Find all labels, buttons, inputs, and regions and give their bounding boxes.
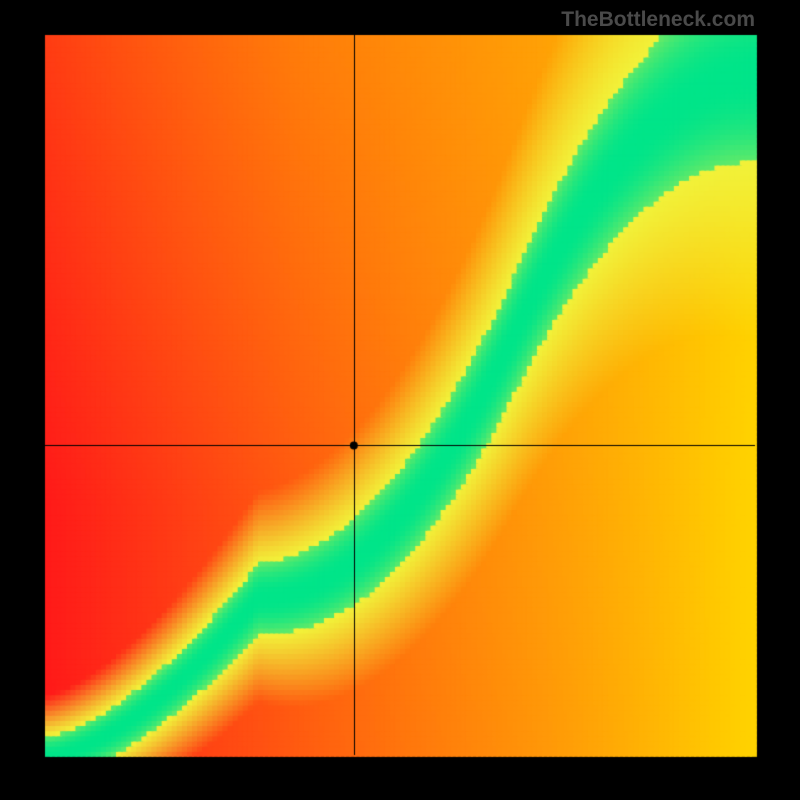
- heatmap-canvas: [0, 0, 800, 800]
- chart-container: TheBottleneck.com: [0, 0, 800, 800]
- watermark-text: TheBottleneck.com: [561, 8, 755, 32]
